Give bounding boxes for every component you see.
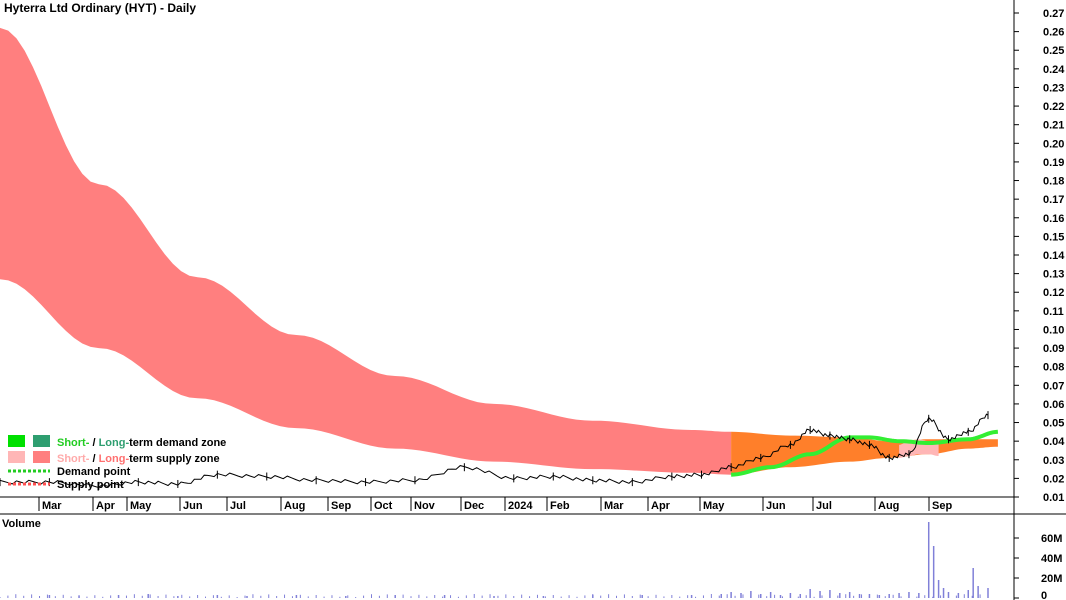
legend-demand-sep: / xyxy=(89,437,98,449)
y-tick-label: 0.22 xyxy=(1043,101,1064,113)
legend-supply-zone: Short- / Long-term supply zone xyxy=(57,453,220,465)
legend-supply-sep: / xyxy=(89,453,98,465)
long-term-supply-zone xyxy=(0,27,732,475)
x-tick-label: Sep xyxy=(331,500,351,512)
x-tick-label: Feb xyxy=(550,500,570,512)
y-axis: 0.01 0.02 0.03 0.04 0.05 0.06 0.07 0.08 0.09 0.10… xyxy=(1014,8,1065,504)
x-tick-label: Dec xyxy=(464,500,484,512)
volume-tick-label: 60M xyxy=(1041,533,1062,545)
volume-tick-label: 40M xyxy=(1041,553,1062,565)
y-tick-label: 0.15 xyxy=(1043,231,1064,243)
y-tick-label: 0.17 xyxy=(1043,194,1064,206)
demand-line xyxy=(730,429,999,477)
legend-swatch-long-demand xyxy=(33,435,50,447)
price-series xyxy=(0,411,989,490)
y-tick-label: 0.02 xyxy=(1043,473,1064,485)
x-tick-label: May xyxy=(703,500,725,512)
y-tick-label: 0.26 xyxy=(1043,27,1064,39)
x-tick-label: Aug xyxy=(878,500,899,512)
legend-supply-short: Short- xyxy=(57,453,90,465)
legend-supply-long: Long- xyxy=(99,453,130,465)
y-tick-label: 0.06 xyxy=(1043,399,1064,411)
legend-supply-point: Supply point xyxy=(57,479,124,491)
y-tick-label: 0.09 xyxy=(1043,343,1064,355)
x-tick-label: Apr xyxy=(651,500,671,512)
y-tick-label: 0.14 xyxy=(1043,250,1065,262)
x-tick-label: Apr xyxy=(96,500,116,512)
x-tick-label: Oct xyxy=(374,500,393,512)
x-tick-label: Jul xyxy=(230,500,246,512)
y-tick-label: 0.12 xyxy=(1043,287,1064,299)
x-tick-label: 2024 xyxy=(508,500,533,512)
y-tick-label: 0.05 xyxy=(1043,418,1064,430)
x-tick-label: Nov xyxy=(414,500,436,512)
legend-swatch-long-supply xyxy=(33,451,50,463)
y-tick-label: 0.20 xyxy=(1043,138,1064,150)
legend-demand-zone: Short- / Long-term demand zone xyxy=(57,437,226,449)
supply-demand-zones xyxy=(0,27,999,477)
volume-label: Volume xyxy=(2,518,41,530)
chart-title: Hyterra Ltd Ordinary (HYT) - Daily xyxy=(4,1,196,15)
y-tick-label: 0.13 xyxy=(1043,269,1064,281)
y-tick-label: 0.03 xyxy=(1043,455,1064,467)
volume-tick-label: 0 xyxy=(1041,590,1047,600)
legend-demand-short: Short- xyxy=(57,437,90,449)
x-tick-label: May xyxy=(130,500,152,512)
y-tick-label: 0.25 xyxy=(1043,45,1064,57)
y-tick-label: 0.04 xyxy=(1043,436,1065,448)
y-tick-label: 0.10 xyxy=(1043,324,1064,336)
legend-swatch-short-demand xyxy=(8,435,25,447)
y-tick-label: 0.16 xyxy=(1043,213,1064,225)
legend-demand-point: Demand point xyxy=(57,466,131,478)
legend-swatch-short-supply xyxy=(8,451,25,463)
x-tick-label: Jul xyxy=(816,500,832,512)
y-tick-label: 0.07 xyxy=(1043,380,1064,392)
volume-tick-label: 20M xyxy=(1041,573,1062,585)
x-tick-label: Jun xyxy=(766,500,786,512)
y-tick-label: 0.18 xyxy=(1043,176,1064,188)
legend-demand-rest: term demand zone xyxy=(129,437,226,449)
y-tick-label: 0.23 xyxy=(1043,82,1064,94)
y-tick-label: 0.08 xyxy=(1043,362,1064,374)
x-tick-label: Aug xyxy=(284,500,305,512)
x-tick-label: Sep xyxy=(932,500,952,512)
y-tick-label: 0.24 xyxy=(1043,64,1065,76)
legend-demand-long: Long- xyxy=(99,437,130,449)
x-axis: Mar Apr May Jun Jul Aug Sep Oct Nov Dec 2024 Feb Mar… xyxy=(38,497,952,512)
volume-panel: Volume 0 20M 40M 60M xyxy=(0,518,1062,600)
price-line xyxy=(0,413,989,489)
y-tick-label: 0.21 xyxy=(1043,120,1064,132)
x-tick-label: Jun xyxy=(183,500,203,512)
y-tick-label: 0.27 xyxy=(1043,8,1064,20)
x-tick-label: Mar xyxy=(604,500,624,512)
y-tick-label: 0.01 xyxy=(1043,492,1064,504)
y-tick-label: 0.19 xyxy=(1043,157,1064,169)
x-tick-label: Mar xyxy=(42,500,62,512)
y-tick-label: 0.11 xyxy=(1043,306,1064,318)
legend-supply-rest: term supply zone xyxy=(129,453,219,465)
